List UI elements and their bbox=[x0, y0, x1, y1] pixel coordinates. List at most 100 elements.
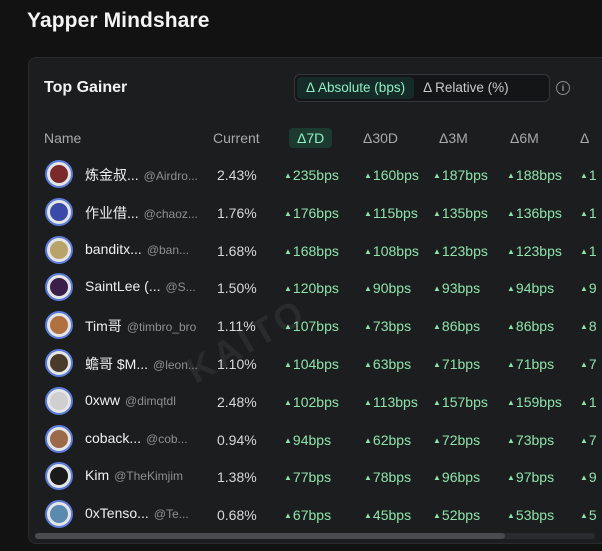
delta-value: 1 bbox=[588, 242, 597, 259]
delta-value: 73bps bbox=[515, 431, 555, 448]
current-mindshare: 1.68% bbox=[217, 242, 257, 259]
info-icon[interactable]: i bbox=[556, 81, 570, 95]
up-arrow-icon: ▲ bbox=[580, 208, 588, 218]
delta-d3m: ▲86bps bbox=[433, 318, 480, 334]
user-handle: @ban... bbox=[146, 242, 190, 257]
delta-value: 176bps bbox=[292, 204, 339, 221]
user-cell[interactable]: Tim哥 @timbro_bro bbox=[85, 316, 201, 336]
table-row[interactable]: banditx... @ban... 1.68% ▲168bps ▲108bps ▲123… bbox=[29, 235, 602, 269]
avatar[interactable] bbox=[45, 197, 73, 226]
user-cell[interactable]: 0xww @dimqtdl bbox=[85, 392, 201, 410]
toggle-relative[interactable]: Δ Relative (%) bbox=[423, 80, 509, 95]
avatar[interactable] bbox=[45, 349, 73, 377]
table-row[interactable]: 作业借... @chaoz... 1.76% ▲176bps ▲115bps ▲135bp… bbox=[29, 197, 602, 231]
up-arrow-icon: ▲ bbox=[284, 511, 292, 521]
delta-value: 94bps bbox=[292, 431, 332, 448]
delta-d7: ▲104bps bbox=[284, 356, 339, 372]
avatar[interactable] bbox=[45, 235, 73, 264]
user-handle: @timbro_bro bbox=[126, 320, 197, 335]
avatar[interactable] bbox=[45, 160, 73, 188]
up-arrow-icon: ▲ bbox=[284, 246, 292, 256]
toggle-absolute[interactable]: Δ Absolute (bps) bbox=[297, 77, 415, 99]
scrollbar-thumb[interactable] bbox=[35, 533, 505, 539]
avatar-image bbox=[50, 354, 68, 372]
column-7d[interactable]: Δ7D bbox=[289, 128, 333, 148]
up-arrow-icon: ▲ bbox=[284, 473, 292, 483]
avatar[interactable] bbox=[45, 424, 73, 453]
user-name: 炼金叔... bbox=[85, 167, 139, 183]
up-arrow-icon: ▲ bbox=[284, 208, 292, 218]
up-arrow-icon: ▲ bbox=[364, 246, 372, 256]
table-row[interactable]: 0xww @dimqtdl 2.48% ▲102bps ▲113bps ▲157bps ▲1… bbox=[29, 386, 602, 420]
table-row[interactable]: 炼金叔... @Airdro... 2.43% ▲235bps ▲160bps ▲187b… bbox=[29, 159, 602, 193]
current-mindshare: 1.76% bbox=[217, 204, 257, 221]
user-name: SaintLee (... bbox=[85, 278, 161, 295]
delta-d3m: ▲93bps bbox=[433, 280, 480, 296]
delta-d12m: ▲9 bbox=[580, 469, 597, 485]
delta-d12m: ▲8 bbox=[580, 318, 597, 334]
column-name[interactable]: Name bbox=[44, 130, 82, 146]
delta-value: 187bps bbox=[441, 167, 488, 183]
table-row[interactable]: 蟾哥 $M... @leon... 1.10% ▲104bps ▲63bps ▲71bps… bbox=[29, 348, 602, 382]
up-arrow-icon: ▲ bbox=[284, 322, 292, 332]
user-cell[interactable]: banditx... @ban... bbox=[85, 241, 201, 259]
horizontal-scrollbar[interactable] bbox=[35, 533, 595, 539]
user-cell[interactable]: Kim @TheKimjim bbox=[85, 467, 201, 485]
avatar[interactable] bbox=[45, 386, 73, 415]
delta-d7: ▲107bps bbox=[284, 318, 339, 334]
up-arrow-icon: ▲ bbox=[364, 284, 372, 294]
table-row[interactable]: 0xTenso... @Te... 0.68% ▲67bps ▲45bps ▲52bps ▲… bbox=[29, 499, 602, 533]
avatar-image bbox=[50, 165, 68, 183]
delta-d30: ▲45bps bbox=[364, 507, 411, 523]
table-row[interactable]: Kim @TheKimjim 1.38% ▲77bps ▲78bps ▲96bps ▲97b… bbox=[29, 461, 602, 495]
delta-value: 94bps bbox=[515, 280, 555, 297]
delta-d12m: ▲7 bbox=[580, 432, 597, 448]
delta-d6m: ▲73bps bbox=[507, 432, 554, 448]
delta-value: 136bps bbox=[515, 204, 562, 221]
table-row[interactable]: SaintLee (... @S... 1.50% ▲120bps ▲90bps ▲93b… bbox=[29, 272, 602, 306]
avatar[interactable] bbox=[45, 500, 73, 529]
avatar[interactable] bbox=[45, 462, 73, 491]
user-cell[interactable]: coback... @cob... bbox=[85, 430, 201, 448]
table-row[interactable]: Tim哥 @timbro_bro 1.11% ▲107bps ▲73bps ▲86bps ▲… bbox=[29, 310, 602, 344]
column-3m[interactable]: Δ3M bbox=[439, 130, 468, 146]
delta-value: 115bps bbox=[372, 204, 418, 221]
up-arrow-icon: ▲ bbox=[433, 284, 441, 294]
delta-d7: ▲102bps bbox=[284, 394, 339, 410]
delta-value: 90bps bbox=[372, 280, 412, 297]
delta-value: 188bps bbox=[515, 167, 562, 183]
delta-value: 123bps bbox=[515, 242, 562, 259]
user-handle: @TheKimjim bbox=[114, 469, 183, 484]
user-name: Kim bbox=[85, 467, 110, 484]
table-row[interactable]: coback... @cob... 0.94% ▲94bps ▲62bps ▲72bps ▲… bbox=[29, 424, 602, 458]
avatar[interactable] bbox=[45, 311, 73, 340]
column-current[interactable]: Current bbox=[213, 130, 260, 146]
user-cell[interactable]: 炼金叔... @Airdro... bbox=[85, 165, 201, 185]
up-arrow-icon: ▲ bbox=[580, 360, 588, 369]
delta-d30: ▲73bps bbox=[364, 318, 411, 334]
delta-d6m: ▲53bps bbox=[507, 507, 554, 523]
up-arrow-icon: ▲ bbox=[507, 171, 515, 180]
avatar[interactable] bbox=[45, 273, 73, 302]
delta-d30: ▲160bps bbox=[364, 167, 419, 183]
up-arrow-icon: ▲ bbox=[364, 435, 372, 445]
column-6m[interactable]: Δ6M bbox=[510, 130, 539, 146]
user-cell[interactable]: 0xTenso... @Te... bbox=[85, 505, 201, 523]
delta-value: 160bps bbox=[372, 167, 419, 183]
up-arrow-icon: ▲ bbox=[507, 473, 515, 483]
user-cell[interactable]: 作业借... @chaoz... bbox=[85, 203, 201, 223]
user-name: banditx... bbox=[85, 240, 142, 257]
delta-d3m: ▲187bps bbox=[433, 167, 488, 183]
user-cell[interactable]: SaintLee (... @S... bbox=[85, 278, 201, 296]
up-arrow-icon: ▲ bbox=[433, 435, 441, 445]
delta-d7: ▲67bps bbox=[284, 507, 331, 523]
page-title: Yapper Mindshare bbox=[27, 9, 210, 32]
column-30d[interactable]: Δ30D bbox=[363, 130, 399, 146]
delta-d3m: ▲96bps bbox=[433, 469, 480, 485]
delta-d7: ▲235bps bbox=[284, 167, 339, 183]
up-arrow-icon: ▲ bbox=[433, 208, 441, 218]
user-cell[interactable]: 蟾哥 $M... @leon... bbox=[85, 354, 201, 374]
up-arrow-icon: ▲ bbox=[507, 284, 515, 294]
up-arrow-icon: ▲ bbox=[364, 473, 372, 483]
column-12m[interactable]: Δ bbox=[580, 130, 590, 146]
